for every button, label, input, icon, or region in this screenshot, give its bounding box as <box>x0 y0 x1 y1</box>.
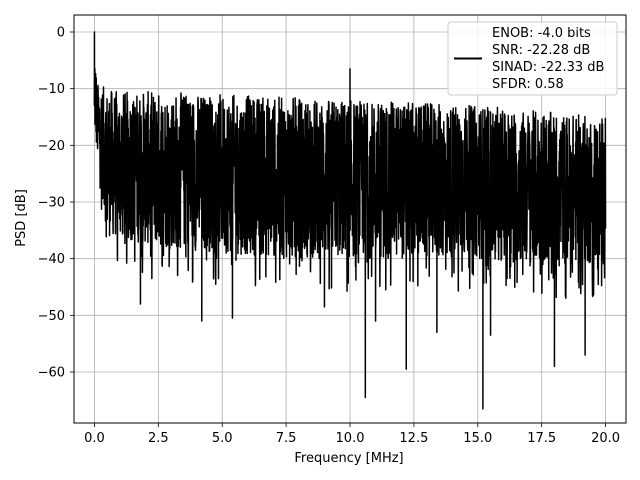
trace-layer <box>93 31 607 410</box>
y-tick-label: −10 <box>38 82 65 97</box>
legend-sfdr: SFDR: 0.58 <box>492 77 564 92</box>
tick-layer: 0.0 2.5 5.0 7.5 10.0 12.5 15.0 17.5 20.0 0 −10 −20 −… <box>38 26 620 447</box>
x-tick-label: 20.0 <box>591 431 620 446</box>
legend-snr: SNR: -22.28 dB <box>492 43 590 58</box>
y-tick-label: −40 <box>38 252 65 267</box>
y-tick-label: 0 <box>57 26 65 41</box>
x-tick-label: 0.0 <box>84 431 105 446</box>
legend-sinad: SINAD: -22.33 dB <box>492 60 604 75</box>
legend-enob: ENOB: -4.0 bits <box>492 26 591 41</box>
y-tick-label: −20 <box>38 139 65 154</box>
legend-frame <box>447 21 618 96</box>
x-tick-label: 5.0 <box>212 431 233 446</box>
y-tick-label: −50 <box>38 309 65 324</box>
x-tick-label: 15.0 <box>463 431 492 446</box>
x-tick-label: 7.5 <box>276 431 297 446</box>
y-tick-label: −30 <box>38 196 65 211</box>
x-axis-label: Frequency [MHz] <box>294 451 403 466</box>
x-tick-label: 12.5 <box>399 431 428 446</box>
y-tick-label: −60 <box>38 366 65 381</box>
x-tick-label: 10.0 <box>336 431 365 446</box>
x-tick-label: 17.5 <box>527 431 556 446</box>
x-tick-label: 2.5 <box>148 431 169 446</box>
y-axis-label: PSD [dB] <box>14 189 29 247</box>
legend: ENOB: -4.0 bits SNR: -22.28 dB SINAD: -2… <box>447 21 618 96</box>
psd-trace-line <box>93 31 607 410</box>
